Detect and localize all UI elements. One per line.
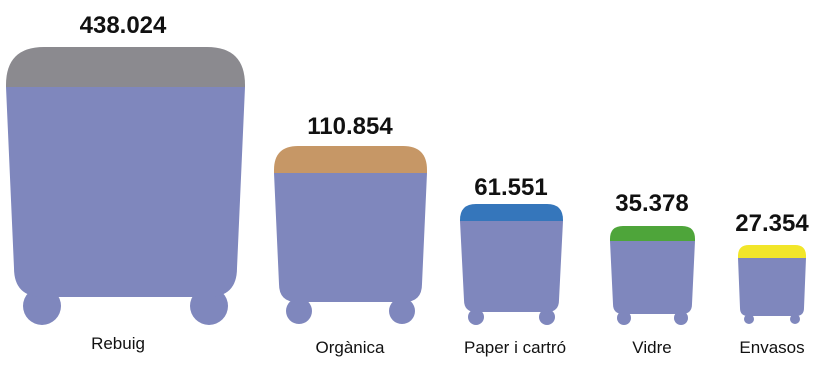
category-label-envasos: Envasos: [739, 338, 805, 357]
bin-wheel-left-organica: [286, 298, 312, 324]
category-label-organica: Orgànica: [315, 338, 385, 357]
bin-lid-rebuig: [6, 47, 245, 87]
category-label-rebuig: Rebuig: [91, 334, 145, 353]
value-label-organica: 110.854: [307, 113, 393, 140]
category-label-vidre: Vidre: [632, 338, 672, 357]
bin-wheel-right-envasos: [790, 314, 800, 324]
bin-lid-paper: [460, 204, 563, 221]
value-label-vidre: 35.378: [615, 190, 689, 217]
value-label-paper: 61.551: [474, 174, 548, 201]
bin-body-paper: [460, 221, 563, 312]
value-label-rebuig: 438.024: [79, 12, 167, 39]
bin-wheel-left-envasos: [744, 314, 754, 324]
bin-body-rebuig: [6, 87, 245, 297]
bin-body-organica: [274, 173, 427, 302]
category-label-paper: Paper i cartró: [463, 338, 567, 357]
bin-wheel-right-paper: [539, 309, 555, 325]
bin-wheel-left-vidre: [617, 311, 631, 325]
bin-body-vidre: [610, 241, 695, 314]
bin-wheel-right-organica: [389, 298, 415, 324]
value-label-envasos: 27.354: [735, 210, 809, 237]
bin-wheel-right-vidre: [674, 311, 688, 325]
bin-lid-vidre: [610, 226, 695, 241]
bin-wheel-left-paper: [468, 309, 484, 325]
bin-body-envasos: [738, 258, 806, 316]
bin-lid-envasos: [738, 245, 806, 258]
bin-lid-organica: [274, 146, 427, 173]
